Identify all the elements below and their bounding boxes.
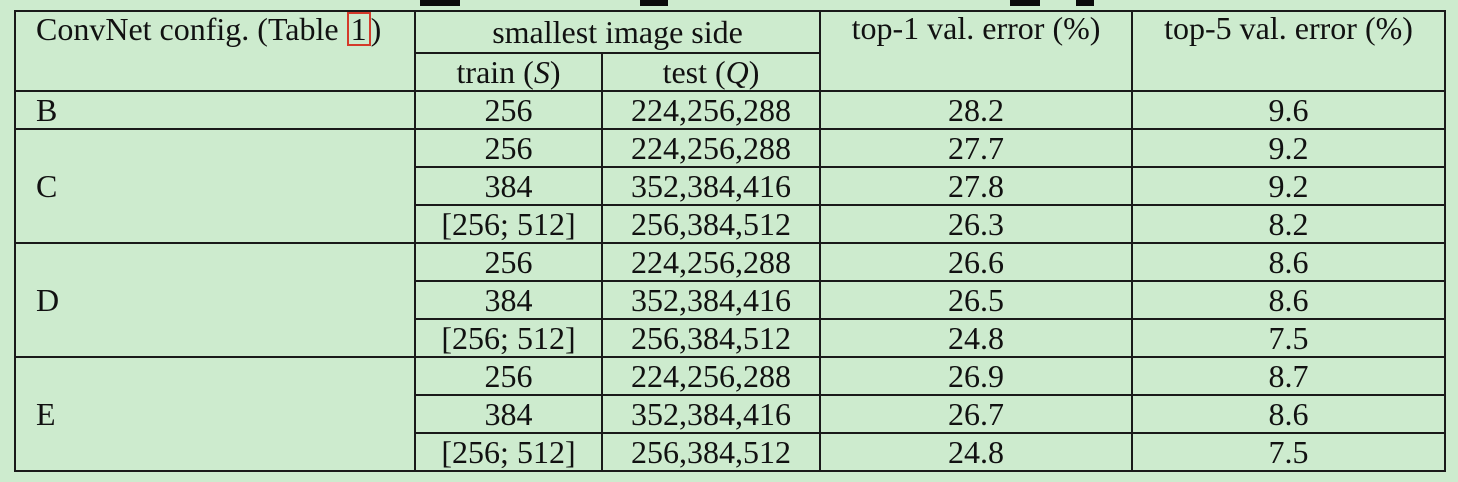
table-row: C 256 224,256,288 27.7 9.2 — [14, 128, 1447, 244]
config-cell: C — [14, 128, 416, 244]
header-top5: top-5 val. error (%) — [1131, 10, 1447, 92]
top1-cell: 26.9 — [819, 356, 1134, 396]
top5-cell: 9.2 — [1131, 166, 1447, 206]
top5-cell: 9.6 — [1131, 90, 1447, 130]
test-cell: 224,256,288 — [600, 242, 822, 282]
top1-cell: 27.8 — [819, 166, 1134, 206]
test-cell: 224,256,288 — [600, 90, 822, 130]
test-cell: 352,384,416 — [600, 394, 822, 434]
header-train: train (S) — [414, 52, 603, 92]
config-cell: E — [14, 356, 416, 472]
table-row: 384 352,384,416 26.5 8.6 — [15, 280, 1447, 320]
header-test-label: test ( — [662, 54, 726, 90]
test-cell: 352,384,416 — [600, 166, 822, 206]
test-cell: 352,384,416 — [600, 280, 822, 320]
header-train-label: train ( — [456, 54, 534, 90]
top5-cell: 8.6 — [1131, 242, 1447, 282]
header-image-side: smallest image side — [413, 10, 822, 54]
top5-cell: 8.2 — [1131, 204, 1447, 244]
train-cell: 256 — [414, 128, 603, 168]
table-row: 384 352,384,416 26.7 8.6 — [15, 394, 1447, 434]
top5-cell: 8.6 — [1131, 394, 1447, 434]
top5-cell: 8.6 — [1131, 280, 1447, 320]
header-config-suffix: ) — [370, 11, 382, 47]
top1-cell: 28.2 — [819, 90, 1134, 130]
train-cell: 384 — [414, 394, 603, 434]
header-config: ConvNet config. (Table 1) — [14, 10, 416, 92]
train-cell: [256; 512] — [414, 204, 603, 244]
train-cell: 256 — [414, 242, 603, 282]
train-cell: [256; 512] — [414, 318, 603, 358]
results-table: ConvNet config. (Table 1) smallest image… — [14, 10, 1447, 472]
top1-cell: 24.8 — [819, 432, 1134, 472]
header-train-var: S — [533, 54, 550, 90]
table-row: [256; 512] 256,384,512 24.8 7.5 — [15, 318, 1447, 358]
test-cell: 224,256,288 — [600, 356, 822, 396]
train-cell: 256 — [414, 90, 603, 130]
top1-cell: 24.8 — [819, 318, 1134, 358]
table-ref-link[interactable]: 1 — [346, 13, 371, 47]
table-row: E 256 224,256,288 26.9 8.7 — [14, 356, 1447, 472]
header-config-label: ConvNet config. (Table — [36, 11, 347, 47]
table-row: [256; 512] 256,384,512 26.3 8.2 — [15, 204, 1447, 244]
subheader-row: train (S) test (Q) — [15, 52, 1445, 92]
top5-cell: 9.2 — [1131, 128, 1447, 168]
top1-cell: 26.7 — [819, 394, 1134, 434]
train-cell: [256; 512] — [414, 432, 603, 472]
train-cell: 256 — [414, 356, 603, 396]
table-row: [256; 512] 256,384,512 24.8 7.5 — [15, 432, 1447, 472]
table-row: 384 352,384,416 27.8 9.2 — [15, 166, 1447, 206]
top1-cell: 26.5 — [819, 280, 1134, 320]
table-row: B 256 224,256,288 28.2 9.6 — [14, 90, 1447, 130]
header-row: ConvNet config. (Table 1) smallest image… — [14, 10, 1447, 92]
top5-cell: 7.5 — [1131, 432, 1447, 472]
test-cell: 256,384,512 — [600, 432, 822, 472]
test-cell: 256,384,512 — [600, 204, 822, 244]
config-cell: D — [14, 242, 416, 358]
train-cell: 384 — [414, 166, 603, 206]
results-body: B 256 224,256,288 28.2 9.6 C 256 224,256,288 27.… — [14, 90, 1447, 472]
top1-cell: 26.3 — [819, 204, 1134, 244]
train-cell: 384 — [414, 280, 603, 320]
header-test-var: Q — [725, 54, 749, 90]
header-top1: top-1 val. error (%) — [819, 10, 1134, 92]
config-cell: B — [14, 90, 416, 130]
header-test-close: ) — [748, 54, 760, 90]
test-cell: 224,256,288 — [600, 128, 822, 168]
top5-cell: 7.5 — [1131, 318, 1447, 358]
cropped-caption-fragment — [0, 0, 1458, 6]
top1-cell: 26.6 — [819, 242, 1134, 282]
header-test: test (Q) — [600, 52, 822, 92]
test-cell: 256,384,512 — [600, 318, 822, 358]
header-train-close: ) — [549, 54, 561, 90]
table-row: D 256 224,256,288 26.6 8.6 — [14, 242, 1447, 358]
top1-cell: 27.7 — [819, 128, 1134, 168]
top5-cell: 8.7 — [1131, 356, 1447, 396]
